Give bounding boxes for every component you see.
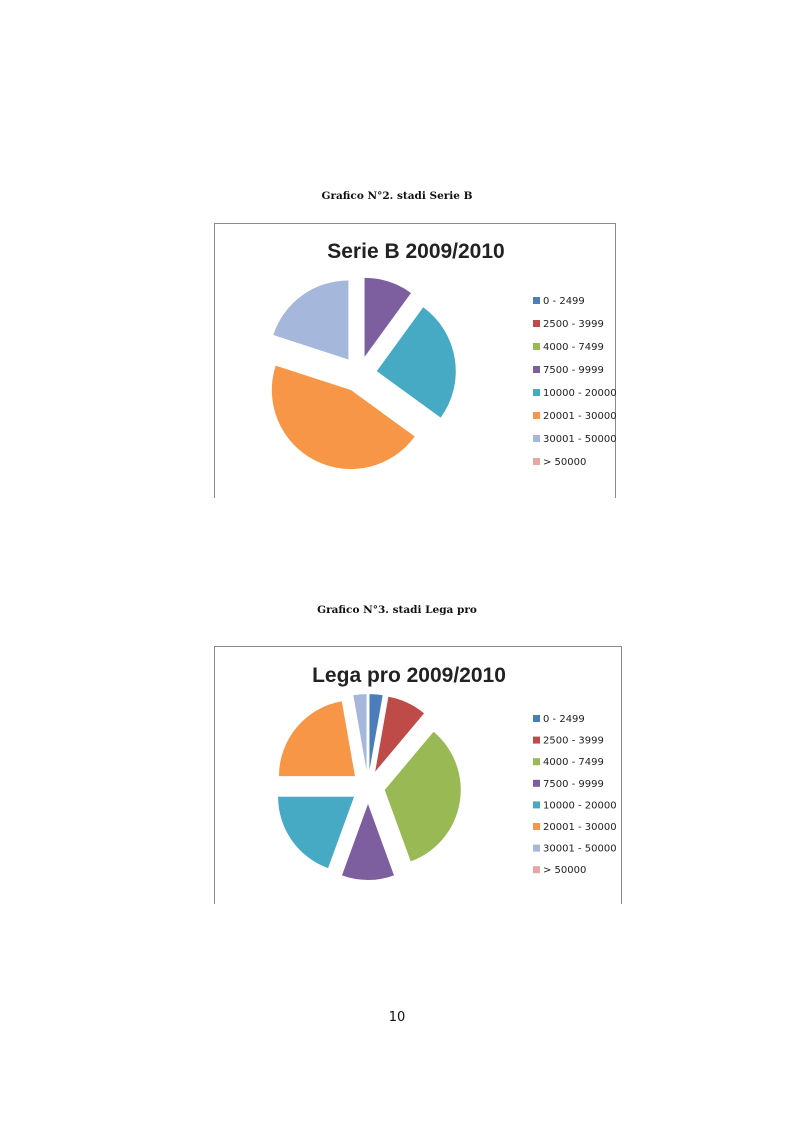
pie-slices: [278, 694, 461, 880]
legend-swatch: [533, 458, 540, 465]
legend-swatch: [533, 435, 540, 442]
pie-slice-0-2499: [369, 694, 383, 771]
legend-label: 10000 - 20000: [543, 388, 617, 399]
pie-slice-10000-20000: [376, 307, 456, 418]
pie-slice-7500-9999: [364, 277, 411, 357]
pie-slice-30001-50000: [273, 280, 349, 360]
legend-swatch: [533, 343, 540, 350]
legend-label: 7500 - 9999: [543, 779, 604, 790]
legend-swatch: [533, 366, 540, 373]
chart-title: Lega pro 2009/2010: [312, 664, 506, 687]
pie-slice-4000-7499: [384, 731, 461, 862]
chart-legend: 0 - 2499 2500 - 3999 4000 - 7499 7500 - 999…: [533, 714, 617, 876]
pie-chart-serie-b: Serie B 2009/2010 0 - 2499 2500 - 3999 400…: [271, 240, 617, 470]
legend-swatch: [533, 297, 540, 304]
pie-slice-2500-3999: [375, 696, 425, 772]
legend-swatch: [533, 715, 540, 722]
chart-caption: Grafico N°2. stadi Serie B: [321, 190, 473, 202]
legend-label: 20001 - 30000: [543, 822, 617, 833]
legend-label: 7500 - 9999: [543, 365, 604, 376]
legend-swatch: [533, 866, 540, 874]
legend-label: 2500 - 3999: [543, 736, 604, 747]
legend-label: 0 - 2499: [543, 296, 585, 307]
chart-container: Serie B 2009/2010 0 - 2499 2500 - 3999 400…: [214, 223, 617, 498]
legend-swatch: [533, 823, 540, 830]
legend-label: > 50000: [543, 457, 586, 468]
pie-slice-7500-9999: [342, 804, 394, 880]
legend-swatch: [533, 320, 540, 327]
chart-caption: Grafico N°3. stadi Lega pro: [317, 604, 477, 616]
pie-slice-20001-30000: [271, 365, 415, 470]
legend-swatch: [533, 412, 540, 419]
legend-swatch: [533, 801, 540, 809]
legend-label: 20001 - 30000: [543, 411, 617, 422]
chart-container: Lega pro 2009/2010 0 - 2499 2500 - 3999 40…: [214, 646, 622, 904]
legend-label: 30001 - 50000: [543, 434, 617, 445]
pie-slices: [271, 277, 456, 470]
legend-label: 2500 - 3999: [543, 319, 604, 330]
pie-slice-20001-30000: [278, 701, 355, 777]
chart-legend: 0 - 2499 2500 - 3999 4000 - 7499 7500 - 999…: [533, 296, 617, 468]
chart-title: Serie B 2009/2010: [327, 240, 504, 263]
legend-label: 4000 - 7499: [543, 757, 604, 768]
legend-swatch: [533, 389, 540, 396]
pie-chart-lega-pro: Lega pro 2009/2010 0 - 2499 2500 - 3999 40…: [278, 664, 617, 880]
legend-swatch: [533, 844, 540, 852]
legend-swatch: [533, 758, 540, 766]
pie-slice-10000-20000: [278, 796, 355, 869]
legend-label: 4000 - 7499: [543, 342, 604, 353]
legend-swatch: [533, 736, 540, 744]
legend-swatch: [533, 779, 540, 787]
page-number: 10: [388, 1010, 406, 1025]
legend-label: 10000 - 20000: [543, 800, 617, 811]
pie-slice-30001-50000: [353, 694, 367, 771]
legend-label: 0 - 2499: [543, 714, 585, 725]
legend-label: 30001 - 50000: [543, 844, 617, 855]
legend-label: > 50000: [543, 865, 586, 876]
